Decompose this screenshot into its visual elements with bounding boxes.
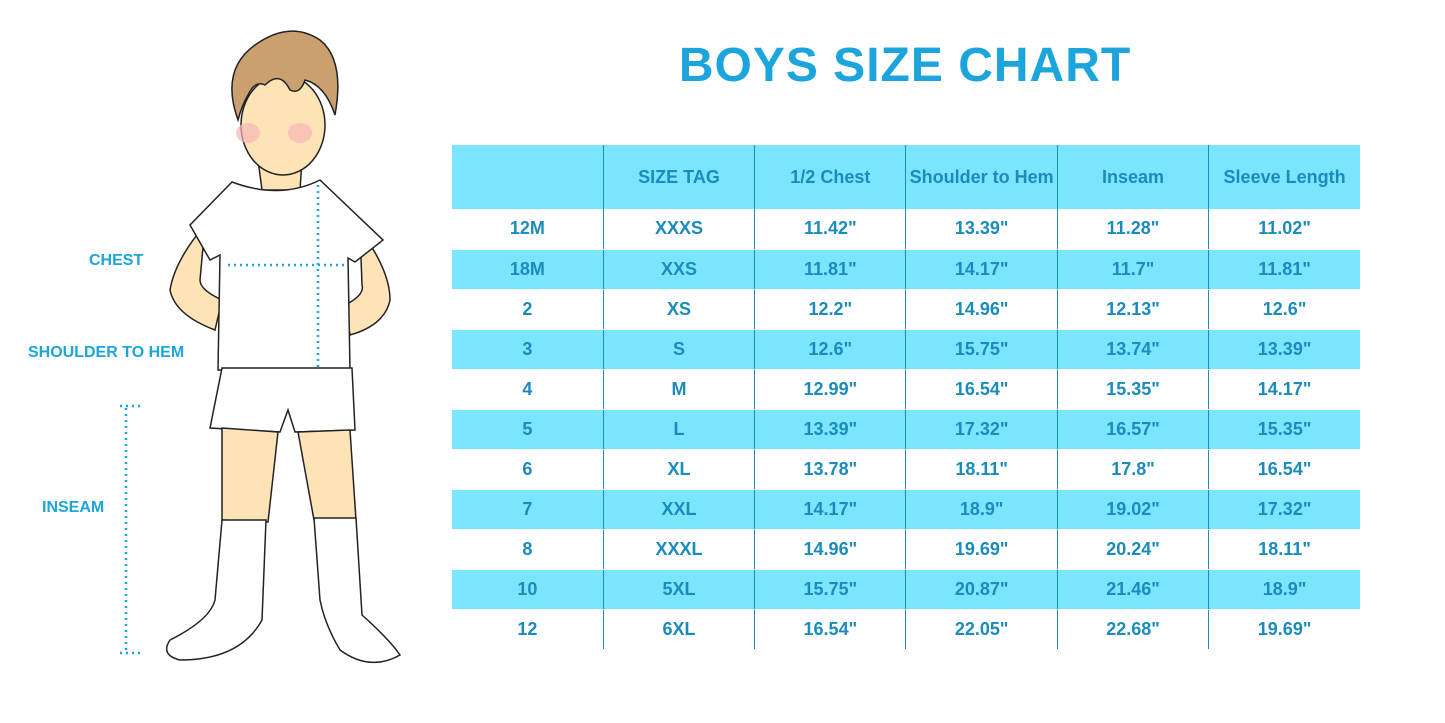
table-cell: XXXS [602, 209, 755, 250]
table-cell: 12M [452, 209, 604, 250]
table-cell: 13.39" [905, 209, 1058, 250]
table-cell: 22.05" [905, 609, 1058, 650]
table-cell: 14.17" [905, 249, 1058, 290]
table-row: 2 XS 12.2" 14.96" 12.13" 12.6" [452, 289, 1360, 330]
table-cell: 14.96" [754, 529, 906, 570]
table-cell: 14.17" [1208, 369, 1360, 410]
column-header: 1/2 Chest [754, 145, 906, 209]
table-cell: 14.17" [754, 489, 906, 530]
table-cell: 7 [452, 489, 604, 530]
table-cell: 13.74" [1056, 329, 1209, 370]
chest-label: CHEST [89, 252, 144, 269]
table-cell: 22.68" [1056, 609, 1209, 650]
table-cell: 13.39" [754, 409, 906, 450]
table-cell: 11.28" [1056, 209, 1209, 250]
table-cell: 5 [452, 409, 604, 450]
column-header [452, 145, 603, 209]
table-cell: 21.46" [1056, 569, 1209, 610]
column-header: Shoulder to Hem [905, 145, 1058, 209]
column-header: SIZE TAG [602, 145, 755, 209]
table-row: 8 XXXL 14.96" 19.69" 20.24" 18.11" [452, 529, 1360, 570]
table-row: 3 S 12.6" 15.75" 13.74" 13.39" [452, 329, 1360, 370]
table-cell: L [602, 409, 755, 450]
table-cell: 18.9" [1208, 569, 1360, 610]
table-row: 4 M 12.99" 16.54" 15.35" 14.17" [452, 369, 1360, 410]
table-row: 12M XXXS 11.42" 13.39" 11.28" 11.02" [452, 209, 1360, 250]
table-cell: 15.35" [1056, 369, 1209, 410]
table-cell: 8 [452, 529, 604, 570]
table-cell: 16.54" [1208, 449, 1360, 490]
table-cell: 11.42" [754, 209, 906, 250]
table-cell: 12.2" [754, 289, 906, 330]
table-cell: 12 [452, 609, 604, 650]
table-cell: 15.75" [905, 329, 1058, 370]
table-cell: 16.54" [905, 369, 1058, 410]
table-cell: XXS [602, 249, 755, 290]
table-cell: 4 [452, 369, 604, 410]
table-cell: M [602, 369, 755, 410]
table-cell: 2 [452, 289, 604, 330]
boy-illustration [120, 30, 402, 664]
table-cell: 11.81" [754, 249, 906, 290]
table-cell: 16.54" [754, 609, 906, 650]
page-title: BOYS SIZE CHART [678, 39, 1132, 92]
table-cell: 19.69" [905, 529, 1058, 570]
table-row: 5 L 13.39" 17.32" 16.57" 15.35" [452, 409, 1360, 450]
table-cell: 12.6" [754, 329, 906, 370]
table-cell: 11.7" [1056, 249, 1209, 290]
table-cell: XL [602, 449, 755, 490]
table-cell: XXL [602, 489, 755, 530]
table-cell: 20.87" [905, 569, 1058, 610]
table-cell: 3 [452, 329, 604, 370]
table-cell: 12.99" [754, 369, 906, 410]
table-cell: 18.9" [905, 489, 1058, 530]
table-row: 12 6XL 16.54" 22.05" 22.68" 19.69" [452, 609, 1360, 650]
table-header-row: SIZE TAG 1/2 Chest Shoulder to Hem Inseam Sl… [452, 145, 1360, 209]
column-header: Sleeve Length [1208, 145, 1360, 209]
table-cell: 11.81" [1208, 249, 1360, 290]
table-cell: 13.39" [1208, 329, 1360, 370]
table-cell: 18.11" [905, 449, 1058, 490]
table-cell: 17.32" [1208, 489, 1360, 530]
table-cell: 15.35" [1208, 409, 1360, 450]
table-cell: 18.11" [1208, 529, 1360, 570]
table-cell: 12.13" [1056, 289, 1209, 330]
table-row: 6 XL 13.78" 18.11" 17.8" 16.54" [452, 449, 1360, 490]
table-cell: XXXL [602, 529, 755, 570]
table-cell: 14.96" [905, 289, 1058, 330]
table-cell: 12.6" [1208, 289, 1360, 330]
table-cell: 16.57" [1056, 409, 1209, 450]
table-cell: 18M [452, 249, 604, 290]
column-header: Inseam [1056, 145, 1209, 209]
table-cell: 19.69" [1208, 609, 1360, 650]
table-cell: 19.02" [1056, 489, 1209, 530]
table-cell: 17.8" [1056, 449, 1209, 490]
table-cell: 13.78" [754, 449, 906, 490]
table-cell: 6 [452, 449, 604, 490]
table-cell: XS [602, 289, 755, 330]
table-row: 10 5XL 15.75" 20.87" 21.46" 18.9" [452, 569, 1360, 610]
table-row: 7 XXL 14.17" 18.9" 19.02" 17.32" [452, 489, 1360, 530]
table-cell: 5XL [602, 569, 755, 610]
table-cell: 20.24" [1056, 529, 1209, 570]
table-cell: S [602, 329, 755, 370]
shoulder-to-hem-label: SHOULDER TO HEM [28, 344, 185, 361]
table-cell: 17.32" [905, 409, 1058, 450]
table-cell: 11.02" [1208, 209, 1360, 250]
size-table: SIZE TAG 1/2 Chest Shoulder to Hem Inseam Sl… [452, 145, 1360, 650]
table-row: 18M XXS 11.81" 14.17" 11.7" 11.81" [452, 249, 1360, 290]
inseam-label: INSEAM [42, 499, 105, 516]
table-cell: 15.75" [754, 569, 906, 610]
table-cell: 6XL [602, 609, 755, 650]
table-cell: 10 [452, 569, 604, 610]
